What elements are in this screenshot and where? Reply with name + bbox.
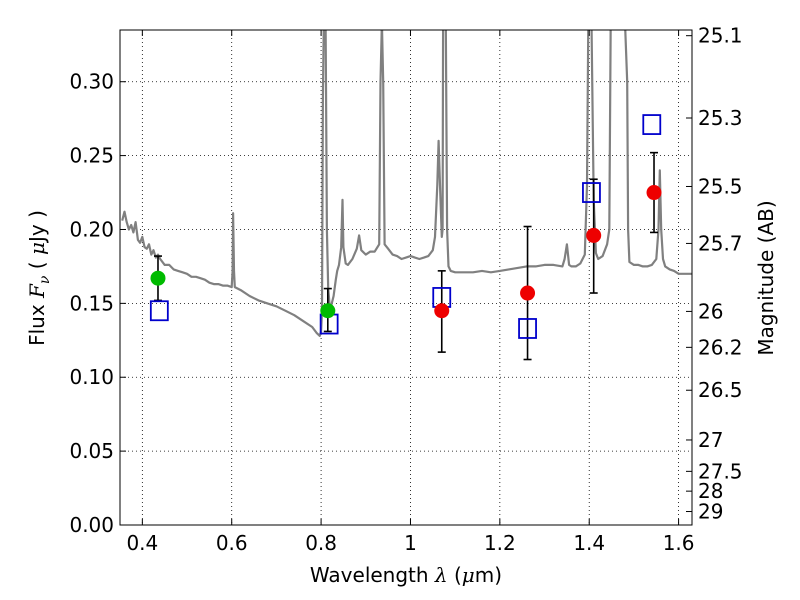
- x-axis-label: Wavelength λ (μm): [310, 563, 502, 587]
- plot-frame: [119, 29, 693, 526]
- x-tick-label: 1.4: [573, 531, 605, 555]
- y2-tick-label: 25.7: [698, 231, 743, 255]
- y-tick-label: 0.30: [69, 70, 114, 94]
- model-box: [149, 300, 169, 322]
- y-axis-label: Flux Fν ( μJy ): [25, 210, 53, 346]
- model-box: [582, 182, 601, 203]
- red-point: [586, 227, 602, 243]
- y2-axis-label: Magnitude (AB): [754, 200, 778, 355]
- spectrum-line: [121, 30, 692, 337]
- y2-tick-label: 27: [698, 428, 723, 452]
- y2-tick-label: 25.3: [698, 106, 743, 130]
- red-point: [520, 285, 536, 301]
- y-tick-label: 0.10: [69, 365, 114, 389]
- x-tick-label: 1.2: [484, 531, 516, 555]
- y2-tick-label: 26.2: [698, 335, 743, 359]
- x-tick-label: 0.8: [305, 531, 337, 555]
- y-tick-label: 0.00: [69, 513, 114, 537]
- green-point: [150, 270, 166, 286]
- x-tick-label: 0.6: [216, 531, 248, 555]
- x-tick-label: 1: [404, 531, 417, 555]
- model-box: [642, 114, 662, 135]
- y2-tick-label: 26: [698, 299, 723, 323]
- y2-tick-label: 25.1: [698, 24, 743, 48]
- y2-tick-label: 25.5: [698, 174, 743, 198]
- x-tick-label: 0.4: [126, 531, 158, 555]
- red-point: [434, 303, 450, 319]
- y2-tick-label: 28: [698, 479, 723, 503]
- y2-tick-label: 27.5: [698, 459, 743, 483]
- y2-tick-label: 29: [698, 500, 723, 524]
- y-tick-label: 0.15: [69, 291, 114, 315]
- y2-tick-label: 26.5: [698, 378, 743, 402]
- y-tick-label: 0.25: [69, 144, 114, 168]
- model-box: [518, 318, 537, 339]
- y-tick-label: 0.20: [69, 217, 114, 241]
- x-tick-label: 1.6: [663, 531, 695, 555]
- green-point: [320, 303, 336, 319]
- y-tick-label: 0.05: [69, 439, 114, 463]
- red-point: [646, 185, 662, 201]
